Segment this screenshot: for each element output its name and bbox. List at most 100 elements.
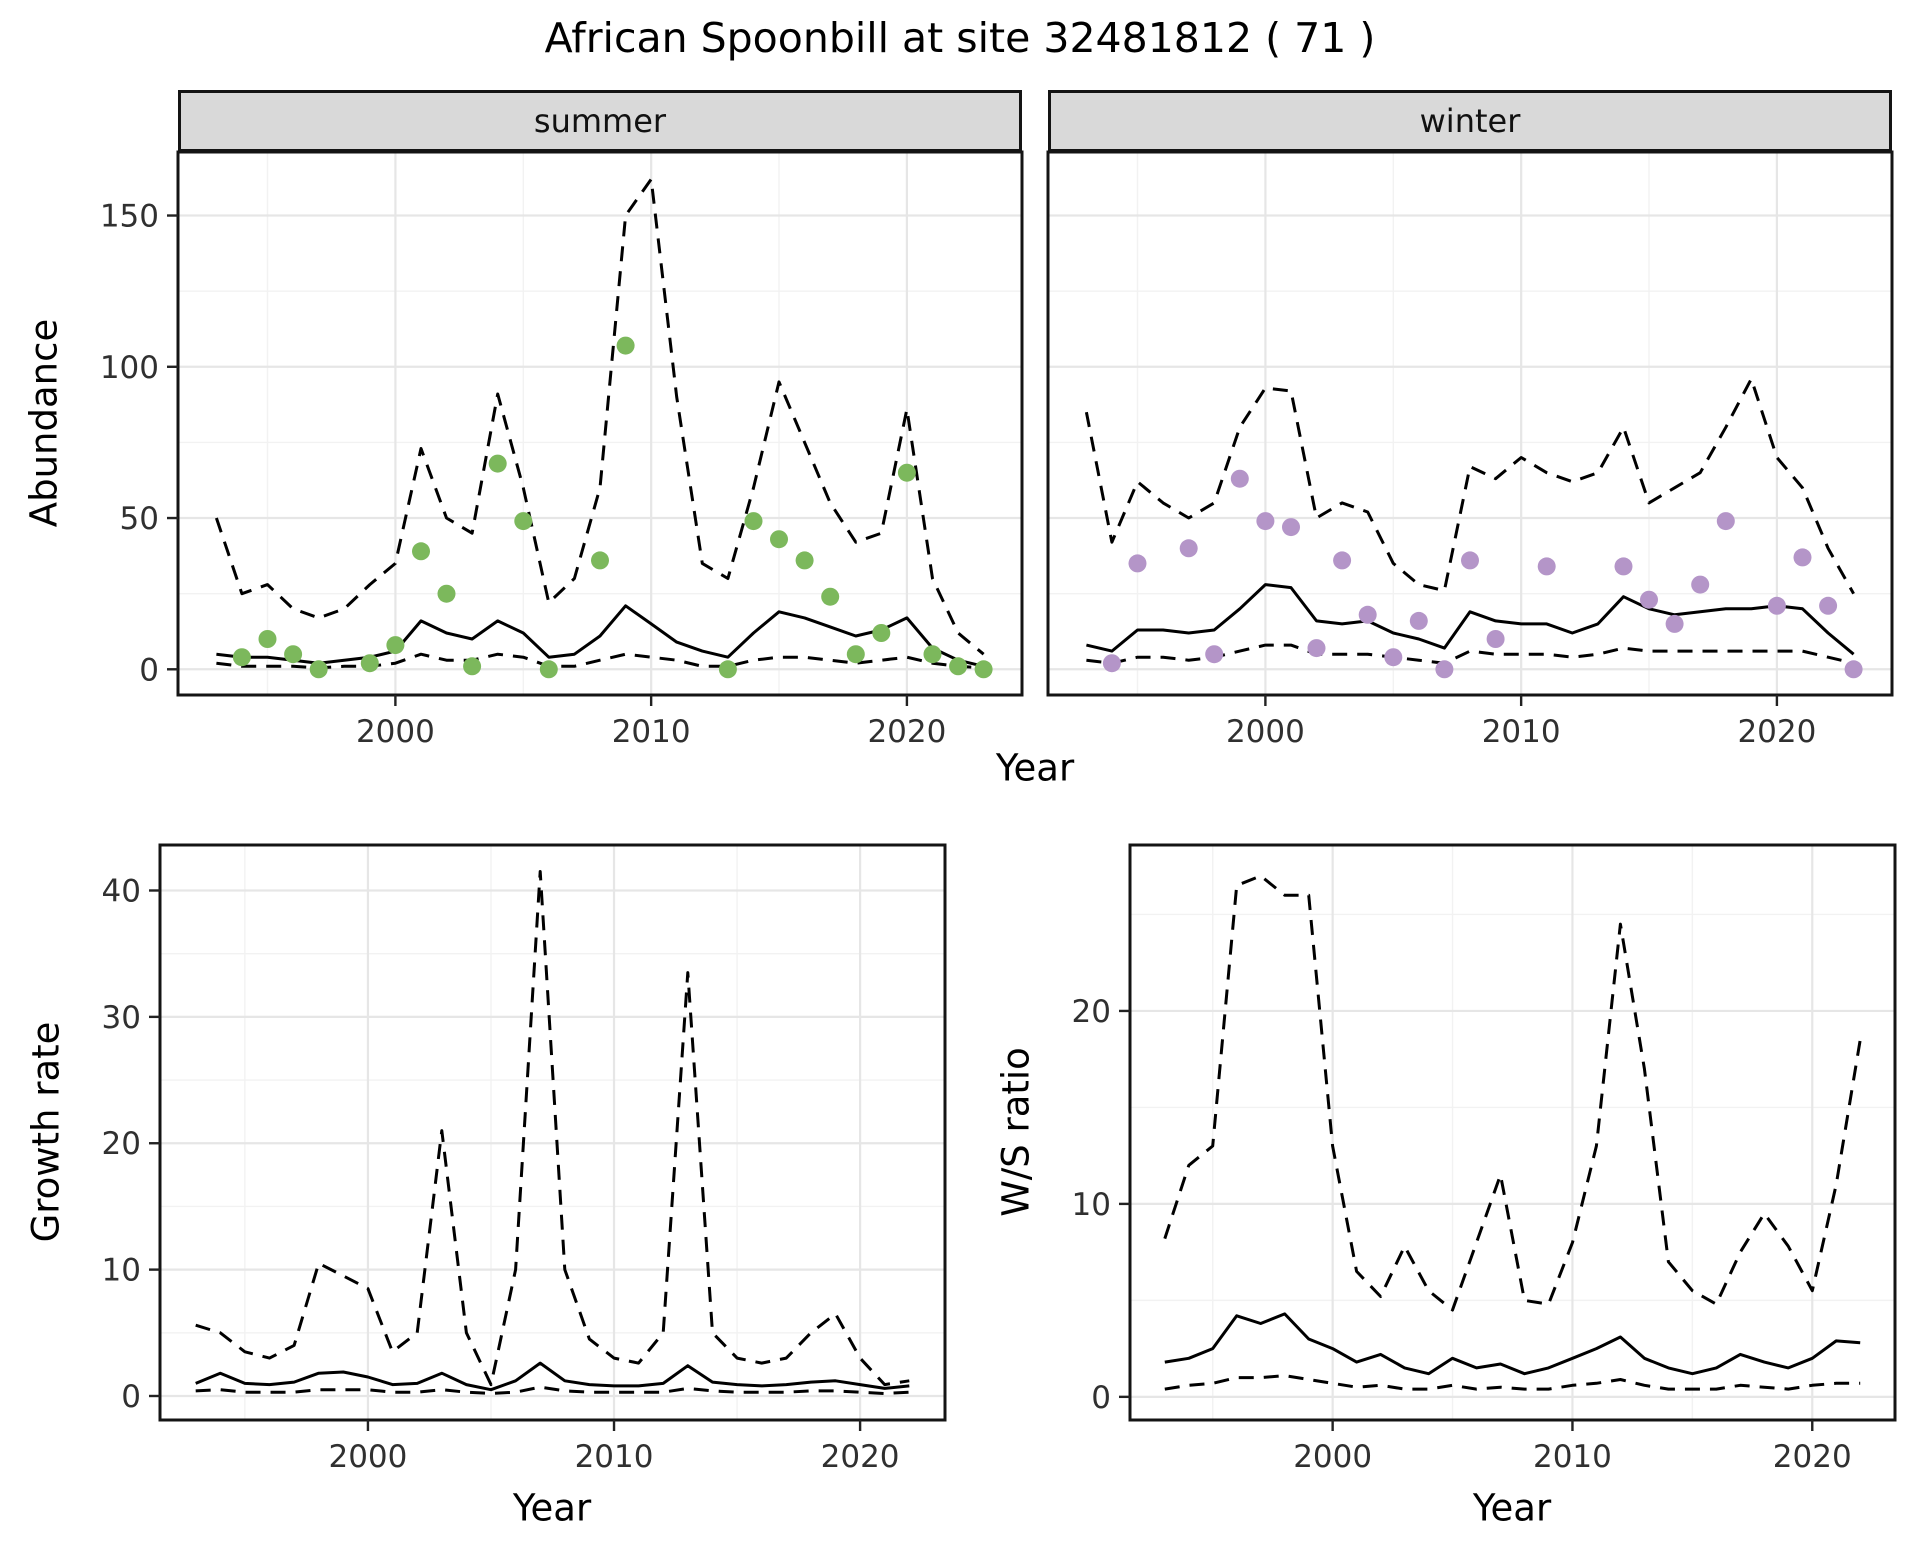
- ws-ratio-y-tick-label: 0: [1091, 1380, 1111, 1416]
- summer-abundance-point: [437, 584, 456, 603]
- summer-abundance-point: [949, 657, 968, 676]
- growth-rate-fit: [195, 1361, 910, 1392]
- facet-strip-winter: winter: [1048, 90, 1892, 152]
- growth-rate-y-tick-label: 0: [121, 1379, 141, 1415]
- growth-rate-y-tick-label: 20: [102, 1126, 141, 1162]
- ws-ratio-upper_ci: [1163, 874, 1862, 1312]
- winter-abundance-point: [1307, 639, 1326, 658]
- winter-abundance-point: [1614, 557, 1633, 576]
- summer-abundance-point: [616, 336, 635, 355]
- growth-rate-upper_ci: [195, 870, 910, 1387]
- winter-abundance-point: [1767, 596, 1786, 615]
- summer-abundance-point: [309, 660, 328, 679]
- growth-rate-y-tick-label: 30: [102, 1000, 141, 1036]
- summer-abundance-point: [463, 657, 482, 676]
- winter-abundance-point: [1844, 660, 1863, 679]
- winter-abundance-point: [1102, 654, 1121, 673]
- winter-abundance-point: [1128, 554, 1147, 573]
- y-axis-label-growth-rate: Growth rate: [24, 1021, 68, 1243]
- winter-abundance-point: [1716, 512, 1735, 531]
- ws-ratio-lower_ci: [1164, 1374, 1861, 1391]
- x-axis-label-year-growth: Year: [512, 1486, 592, 1530]
- winter-abundance-point: [1819, 596, 1838, 615]
- x-axis-label-year-top: Year: [995, 746, 1075, 790]
- summer-abundance-y-tick-label: 0: [139, 652, 159, 688]
- winter-abundance-x-tick-label: 2020: [1737, 714, 1816, 750]
- facet-strip-summer-label: summer: [533, 102, 667, 140]
- winter-abundance-fit: [1086, 583, 1855, 656]
- winter-abundance-x-tick-label: 2010: [1482, 714, 1561, 750]
- growth-rate-x-tick-label: 2000: [328, 1439, 407, 1475]
- summer-abundance-point: [974, 660, 993, 679]
- ws-ratio-x-tick-label: 2000: [1293, 1439, 1372, 1475]
- winter-abundance-point: [1179, 539, 1198, 558]
- summer-abundance-point: [284, 645, 303, 664]
- summer-abundance-point: [488, 454, 507, 473]
- y-axis-label-ws-ratio: W/S ratio: [994, 1047, 1038, 1217]
- winter-abundance-point: [1640, 590, 1658, 609]
- summer-abundance-x-tick-label: 2000: [356, 714, 435, 750]
- summer-abundance-point: [514, 512, 533, 531]
- summer-abundance-point: [258, 630, 277, 648]
- summer-abundance-point: [846, 645, 865, 664]
- summer-abundance-y-tick-label: 100: [100, 350, 159, 386]
- summer-abundance-point: [744, 512, 763, 531]
- growth-rate-x-tick-label: 2010: [575, 1439, 654, 1475]
- summer-abundance-point: [360, 654, 379, 673]
- summer-abundance-y-tick-label: 150: [100, 199, 159, 235]
- summer-abundance-y-tick-label: 50: [120, 501, 159, 537]
- ws-ratio-y-tick-label: 10: [1072, 1187, 1111, 1223]
- summer-abundance-point: [539, 660, 558, 679]
- chart-title: African Spoonbill at site 32481812 ( 71 …: [544, 14, 1376, 62]
- summer-abundance-point: [897, 463, 916, 482]
- winter-abundance-point: [1256, 512, 1275, 531]
- ws-ratio-fit: [1164, 1312, 1861, 1376]
- summer-abundance-point: [232, 648, 251, 667]
- facet-strip-summer: summer: [178, 90, 1022, 152]
- winter-abundance-point: [1333, 551, 1352, 570]
- summer-abundance-fit: [216, 604, 984, 668]
- summer-abundance-x-tick-label: 2010: [612, 714, 691, 750]
- winter-abundance-point: [1435, 660, 1454, 679]
- summer-abundance-point: [795, 551, 814, 570]
- y-axis-label-abundance: Abundance: [22, 318, 66, 528]
- growth-rate-lower_ci: [195, 1385, 910, 1395]
- winter-abundance-point: [1230, 469, 1249, 488]
- winter-abundance-point: [1384, 648, 1403, 667]
- ws-ratio-panel: 2000 2010 2020 0 10 20: [1072, 843, 1897, 1475]
- summer-abundance-x-tick-label: 2020: [867, 714, 946, 750]
- growth-rate-panel: 2000 2010 2020 0 10 20 30 40: [102, 843, 947, 1475]
- growth-rate-y-tick-label: 40: [102, 873, 141, 909]
- summer-abundance-point: [386, 636, 405, 655]
- facet-strip-winter-label: winter: [1419, 102, 1521, 140]
- winter-abundance-point: [1691, 575, 1710, 594]
- x-axis-label-year-ws: Year: [1472, 1486, 1552, 1530]
- winter-abundance-point: [1205, 645, 1224, 664]
- summer-abundance-upper_ci: [214, 177, 985, 656]
- summer-abundance-point: [872, 624, 891, 642]
- winter-abundance-point: [1358, 605, 1377, 624]
- summer-abundance-point: [821, 587, 840, 606]
- winter-abundance-point: [1793, 548, 1812, 567]
- winter-abundance-panel: 2000 2010 2020: [1046, 150, 1894, 750]
- winter-abundance-x-tick-label: 2000: [1226, 714, 1305, 750]
- summer-abundance-point: [591, 551, 609, 570]
- winter-abundance-point: [1461, 551, 1479, 570]
- winter-abundance-point: [1537, 557, 1556, 576]
- winter-abundance-upper_ci: [1084, 377, 1855, 595]
- summer-abundance-point: [770, 530, 788, 549]
- summer-abundance-point: [923, 645, 942, 664]
- summer-abundance-panel: 2000 2010 2020 0 50 100 150: [100, 150, 1024, 750]
- winter-abundance-point: [1409, 611, 1428, 630]
- winter-abundance-point: [1486, 630, 1505, 648]
- winter-abundance-point: [1665, 614, 1684, 633]
- summer-abundance-point: [412, 542, 430, 561]
- growth-rate-y-tick-label: 10: [102, 1253, 141, 1289]
- summer-abundance-lower_ci: [216, 652, 984, 670]
- winter-abundance-point: [1282, 518, 1300, 537]
- ws-ratio-x-tick-label: 2010: [1533, 1439, 1612, 1475]
- growth-rate-x-tick-label: 2020: [821, 1439, 900, 1475]
- ws-ratio-x-tick-label: 2020: [1773, 1439, 1852, 1475]
